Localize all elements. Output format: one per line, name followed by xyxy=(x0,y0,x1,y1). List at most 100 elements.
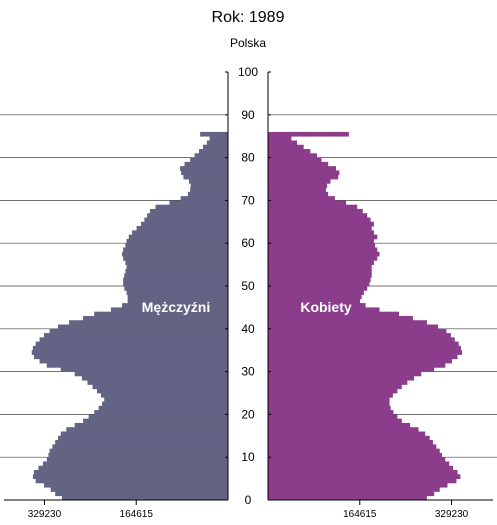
female-bar xyxy=(268,226,372,231)
female-bar xyxy=(268,315,413,321)
male-bar xyxy=(33,470,228,475)
female-bar xyxy=(268,144,304,150)
x-axis-ticks: 329230 329230 164615 164615 xyxy=(4,499,493,520)
male-bar xyxy=(104,397,228,402)
female-bar xyxy=(268,273,372,278)
female-bar xyxy=(268,238,374,244)
male-bar xyxy=(127,298,228,304)
female-bar xyxy=(268,448,440,454)
female-bar xyxy=(268,444,437,450)
female-bar xyxy=(268,256,378,261)
male-bar xyxy=(187,191,228,197)
female-bar xyxy=(268,243,376,248)
female-bar xyxy=(268,281,370,287)
male-bar xyxy=(60,431,228,437)
male-bar xyxy=(126,290,228,295)
female-bar xyxy=(268,174,339,180)
male-series-label: Mężczyźni xyxy=(142,299,210,315)
female-bar xyxy=(268,286,368,291)
female-bar xyxy=(268,405,391,411)
female-bar xyxy=(268,431,426,437)
female-bar xyxy=(268,440,434,445)
male-bar xyxy=(188,179,228,184)
male-bar xyxy=(209,136,228,141)
female-bar xyxy=(268,418,402,424)
female-bar xyxy=(268,350,463,355)
female-bar xyxy=(268,384,402,390)
female-bar xyxy=(268,307,380,313)
male-bar xyxy=(60,367,228,372)
y-tick-label: 90 xyxy=(241,108,255,122)
male-bar xyxy=(125,243,228,248)
male-bar xyxy=(98,405,228,411)
female-bar xyxy=(268,191,329,197)
male-bar xyxy=(46,457,228,462)
y-tick-label: 30 xyxy=(241,365,255,379)
female-bar xyxy=(268,179,331,184)
female-bar xyxy=(268,345,461,351)
female-series xyxy=(268,131,463,501)
female-bar xyxy=(268,311,400,317)
female-bar xyxy=(268,452,442,458)
male-bar xyxy=(132,230,228,236)
male-series xyxy=(31,131,229,501)
female-bar xyxy=(268,260,374,265)
male-bar xyxy=(199,149,228,154)
female-bar xyxy=(268,461,450,467)
male-bar xyxy=(87,380,228,385)
female-bar xyxy=(268,153,318,158)
female-bar xyxy=(268,470,458,475)
male-bar xyxy=(125,260,228,265)
chart-title: Rok: 1989 xyxy=(212,9,285,26)
male-bar xyxy=(33,354,228,360)
female-bar xyxy=(268,328,447,334)
y-tick-label: 80 xyxy=(241,151,255,165)
female-bar xyxy=(268,196,335,201)
male-bar xyxy=(32,474,228,479)
female-bar xyxy=(268,393,393,398)
y-tick-label: 100 xyxy=(238,65,258,79)
female-bar xyxy=(268,401,390,407)
female-bar xyxy=(268,414,398,420)
male-bar xyxy=(57,324,229,330)
female-bar xyxy=(268,410,394,415)
female-bar xyxy=(268,221,374,227)
male-bar xyxy=(31,350,229,355)
female-bar xyxy=(268,264,372,270)
male-bar xyxy=(180,166,228,171)
male-bar xyxy=(69,320,228,325)
y-tick-label: 60 xyxy=(241,236,255,250)
male-bar xyxy=(141,221,228,227)
female-bar xyxy=(268,290,364,295)
y-tick-label: 50 xyxy=(241,279,255,293)
male-bar xyxy=(110,307,228,313)
y-axis-ticks: 0 10 20 30 40 50 60 70 80 90 100 xyxy=(225,65,271,507)
female-bar xyxy=(268,478,457,484)
female-bar xyxy=(268,183,328,188)
female-bar xyxy=(268,371,422,377)
female-bar xyxy=(268,213,368,218)
female-series-label: Kobiety xyxy=(300,299,352,315)
male-bar xyxy=(200,131,228,137)
male-bar xyxy=(74,422,228,428)
male-bar xyxy=(39,358,228,364)
male-bar xyxy=(39,337,228,343)
female-bar xyxy=(268,491,435,497)
female-bar xyxy=(268,435,430,441)
female-bar xyxy=(268,204,358,210)
male-bar xyxy=(49,328,228,334)
y-tick-label: 20 xyxy=(241,407,255,421)
female-bar xyxy=(268,324,439,330)
male-bar xyxy=(122,251,228,257)
female-bar xyxy=(268,487,440,492)
female-bar xyxy=(268,474,461,479)
male-bar xyxy=(100,393,228,398)
female-bar xyxy=(268,268,372,274)
female-bar xyxy=(268,465,454,471)
male-bar xyxy=(81,375,228,381)
male-bar xyxy=(136,226,228,231)
female-bar xyxy=(268,149,311,154)
male-bar xyxy=(74,371,228,377)
female-bar xyxy=(268,217,371,223)
